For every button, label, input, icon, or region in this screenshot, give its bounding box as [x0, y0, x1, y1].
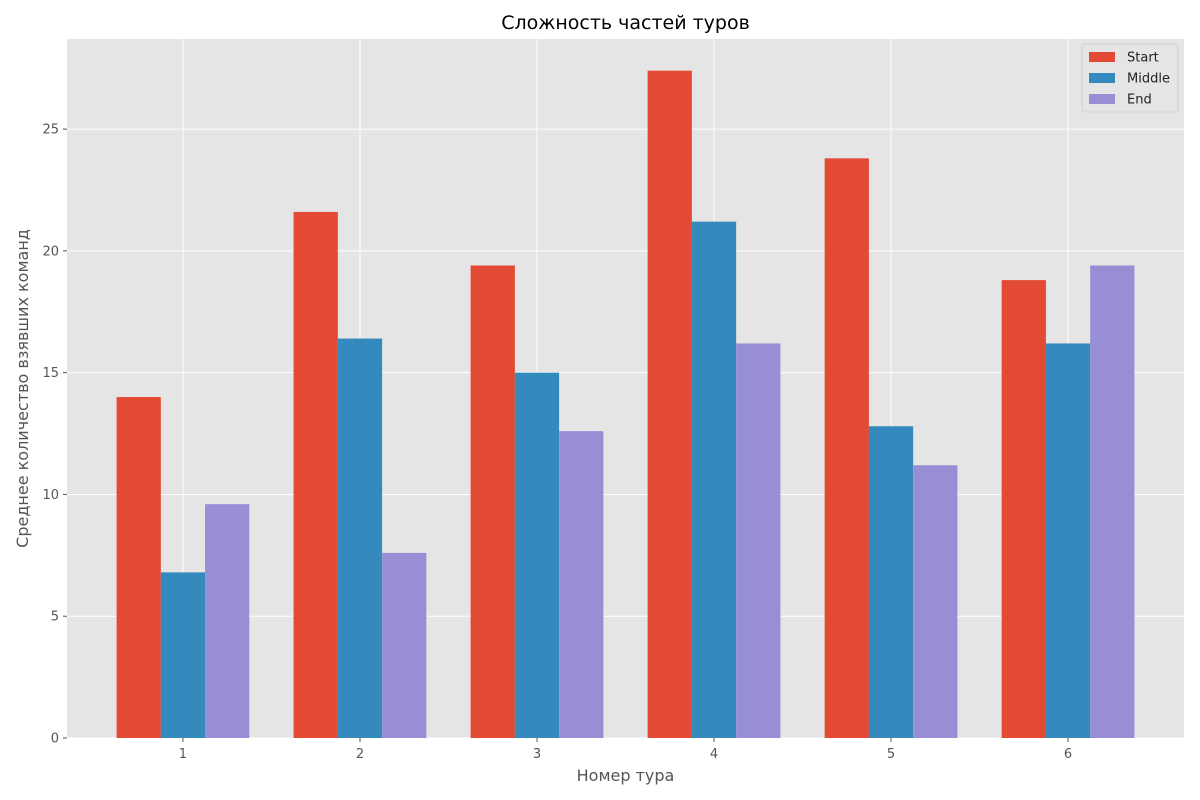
- legend-swatch-middle: [1089, 73, 1115, 83]
- bar-end-3: [559, 431, 604, 738]
- bar-middle-5: [868, 426, 914, 738]
- bar-middle-1: [160, 572, 206, 738]
- y-tick-label: 25: [42, 123, 59, 138]
- y-axis-label: Среднее количество взявших команд: [13, 229, 32, 548]
- y-tick-label: 20: [42, 244, 59, 259]
- legend-label-start: Start: [1127, 51, 1159, 66]
- y-tick-label: 0: [51, 732, 59, 747]
- bar-start-1: [116, 397, 161, 738]
- y-tick-label: 10: [42, 488, 59, 503]
- bar-start-2: [293, 211, 338, 738]
- bar-middle-6: [1045, 343, 1091, 738]
- legend: Start Middle End: [1081, 43, 1179, 113]
- bar-end-2: [382, 552, 427, 738]
- legend-swatch-start: [1089, 52, 1115, 62]
- x-tick-label: 3: [533, 747, 541, 762]
- plot-area: [67, 39, 1184, 738]
- x-axis-label: Номер тура: [577, 766, 675, 785]
- legend-swatch-end: [1089, 94, 1115, 104]
- bar-start-5: [824, 158, 869, 739]
- bar-end-1: [205, 504, 250, 738]
- bar-middle-3: [514, 372, 560, 738]
- legend-label-middle: Middle: [1127, 72, 1170, 87]
- x-tick-label: 6: [1064, 747, 1072, 762]
- x-tick-label: 2: [356, 747, 364, 762]
- bar-end-6: [1090, 265, 1135, 738]
- bar-start-3: [470, 265, 515, 738]
- legend-label-end: End: [1127, 93, 1152, 108]
- x-tick-label: 5: [887, 747, 895, 762]
- bar-end-5: [913, 465, 958, 738]
- bar-middle-4: [691, 221, 737, 738]
- bar-middle-2: [337, 338, 383, 738]
- bar-start-6: [1001, 280, 1046, 738]
- x-tick-label: 1: [179, 747, 187, 762]
- chart-title: Сложность частей туров: [501, 12, 750, 34]
- bars: [116, 70, 1135, 739]
- y-tick-label: 5: [51, 610, 59, 625]
- bar-end-4: [736, 343, 781, 738]
- tick-labels: 0 5 10 15 20 25 1 2 3 4 5 6: [42, 123, 1072, 762]
- y-tick-label: 15: [42, 366, 59, 381]
- x-tick-label: 4: [710, 747, 718, 762]
- bar-start-4: [647, 70, 692, 739]
